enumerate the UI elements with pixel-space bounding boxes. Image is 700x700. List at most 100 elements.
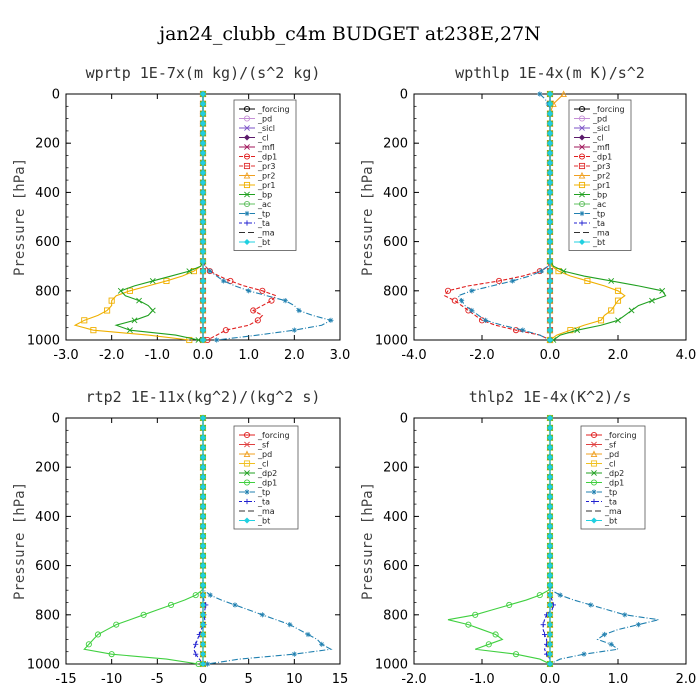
- legend-marker: [578, 153, 586, 160]
- chart-panel-4: thlp2 1E-4x(K^2)/s Pressure [hPa] 0 200 400 6…: [360, 388, 696, 687]
- legend-label: _ta: [604, 498, 617, 507]
- data-point-tp: [482, 317, 488, 323]
- data-point-tp: [469, 288, 475, 294]
- data-point-pr1: [614, 287, 622, 294]
- data-point-bt: [199, 503, 207, 510]
- data-point-bt: [199, 601, 207, 608]
- data-point-bt: [546, 444, 554, 451]
- data-point-bt: [199, 327, 207, 334]
- data-point-bt: [546, 268, 554, 275]
- data-point-tp: [291, 327, 297, 333]
- legend-label: _tp: [257, 210, 270, 219]
- data-point-dp1: [108, 651, 115, 658]
- data-point-tp: [510, 278, 516, 284]
- legend-label: _tp: [592, 210, 605, 219]
- data-point-bt: [199, 287, 207, 294]
- legend-label: _pd: [257, 115, 272, 124]
- data-point-bt: [546, 424, 554, 431]
- data-point-bt: [546, 454, 554, 461]
- legend-marker: [578, 181, 586, 189]
- data-point-bt: [546, 228, 554, 235]
- y-axis-label: Pressure [hPa]: [12, 482, 28, 600]
- legend-label: _forcing: [257, 431, 290, 440]
- data-point-tp: [459, 298, 465, 304]
- data-point-bt: [546, 621, 554, 628]
- legend-marker: [578, 134, 586, 141]
- legend: _forcing_sf_pd_cl_dp2_dp1_tp_ta_ma_bt: [580, 425, 646, 530]
- data-point-bt: [199, 552, 207, 559]
- data-point-bt: [546, 592, 554, 599]
- legend-label: _sicl: [592, 124, 610, 133]
- legend-label: _dp2: [257, 469, 277, 478]
- legend-marker: [243, 181, 251, 189]
- legend-label: _ma: [592, 229, 610, 238]
- chart-panel-2: wpthlp 1E-4x(m K)/s^2 Pressure [hPa] 0 200 4…: [360, 64, 696, 363]
- legend-marker: [591, 470, 597, 476]
- legend-marker: [579, 210, 585, 217]
- x-tick-label: 1.0: [238, 348, 259, 363]
- legend-marker: [243, 105, 251, 113]
- x-tick-label: 2.0: [284, 348, 305, 363]
- panel-title: thlp2 1E-4x(K^2)/s: [469, 388, 632, 406]
- data-point-bt: [546, 307, 554, 314]
- y-tick-label: 400: [383, 186, 408, 201]
- data-point-dp1: [167, 601, 175, 609]
- x-tick-label: -3.0: [53, 348, 78, 363]
- data-point-pr1: [186, 336, 193, 344]
- data-point-bt: [546, 641, 554, 648]
- data-point-bt: [199, 621, 207, 628]
- data-point-bp: [649, 297, 655, 304]
- x-tick-label: -15: [55, 672, 76, 687]
- data-point-bt: [199, 611, 207, 618]
- legend-label: _ac: [257, 200, 271, 209]
- data-point-bt: [546, 660, 554, 668]
- data-point-bt: [199, 140, 207, 147]
- data-point-bt: [546, 434, 554, 441]
- data-point-bp: [195, 337, 202, 343]
- legend-marker: [578, 171, 586, 179]
- legend-marker: [578, 105, 586, 113]
- legend-label: _forcing: [257, 105, 290, 114]
- data-point-tp: [232, 602, 238, 608]
- legend-marker: [243, 134, 251, 141]
- y-tick-label: 1000: [375, 658, 408, 673]
- y-tick-label: 400: [383, 510, 408, 525]
- data-point-bt: [199, 228, 207, 235]
- legend-marker: [591, 498, 597, 505]
- data-point-pr1: [584, 277, 591, 285]
- data-point-bt: [199, 199, 207, 206]
- legend-label: _ac: [592, 200, 606, 209]
- data-point-ta: [540, 622, 546, 628]
- legend-marker: [243, 153, 251, 160]
- data-point-bt: [546, 199, 554, 206]
- data-point-dp1: [444, 287, 452, 294]
- data-point-tp: [557, 592, 563, 598]
- data-point-tp: [214, 337, 220, 343]
- y-axis-label: Pressure [hPa]: [360, 158, 376, 276]
- data-point-bt: [546, 297, 554, 304]
- data-point-pr2: [560, 90, 567, 98]
- legend-marker: [243, 431, 251, 439]
- x-tick-label: 0.0: [193, 348, 214, 363]
- legend-marker: [590, 460, 598, 467]
- data-point-bt: [546, 159, 554, 166]
- data-point-bt: [546, 336, 554, 344]
- legend-box: [580, 425, 646, 530]
- data-point-bt: [199, 414, 207, 422]
- data-point-pr1: [90, 327, 97, 334]
- data-point-bp: [659, 287, 666, 294]
- data-point-tp: [328, 317, 334, 323]
- legend-label: _bt: [604, 517, 617, 526]
- legend-label: _bp: [257, 191, 272, 200]
- data-point-bt: [199, 592, 207, 599]
- series-group: [447, 414, 659, 668]
- chart-panel-3: rtp2 1E-11x(kg^2)/(kg^2 s) Pressure [hPa]…: [12, 388, 348, 687]
- legend-label: _pd: [592, 115, 607, 124]
- data-point-tp: [588, 602, 594, 608]
- legend-marker: [243, 479, 251, 486]
- data-point-bt: [199, 542, 207, 549]
- legend-label: _bt: [257, 238, 270, 247]
- data-point-ta: [193, 651, 199, 657]
- data-point-pr1: [108, 297, 115, 304]
